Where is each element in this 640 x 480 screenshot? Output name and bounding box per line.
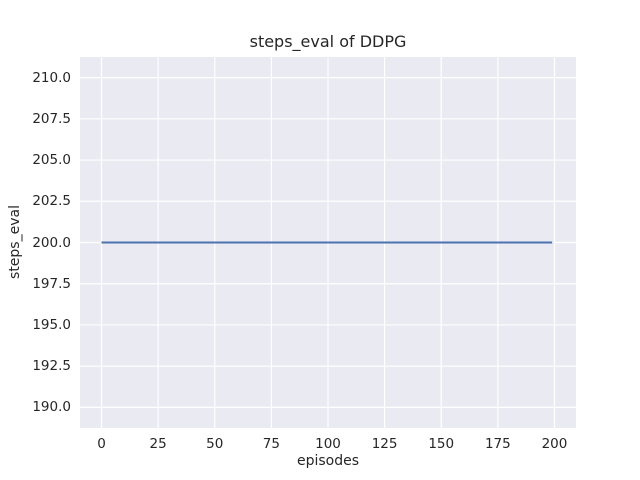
x-tick-label: 150	[428, 436, 455, 452]
x-tick-label: 75	[262, 436, 280, 452]
chart-title: steps_eval of DDPG	[249, 32, 407, 51]
y-tick-label: 210.0	[32, 69, 71, 86]
x-tick-label: 200	[541, 436, 568, 452]
x-axis-label: episodes	[296, 453, 360, 469]
y-tick-label: 200.0	[32, 234, 71, 251]
x-tick-label: 125	[371, 436, 398, 452]
x-tick-label: 50	[206, 436, 224, 452]
plot-canvas	[80, 57, 576, 428]
x-tick-label: 175	[484, 436, 511, 452]
y-tick-label: 197.5	[32, 275, 71, 292]
plot-area	[80, 57, 576, 428]
y-tick-label: 190.0	[32, 399, 71, 416]
y-tick-label: 192.5	[32, 358, 71, 375]
y-tick-label: 207.5	[32, 110, 71, 127]
y-tick-label: 195.0	[32, 316, 71, 333]
y-tick-label: 205.0	[32, 152, 71, 169]
x-tick-label: 0	[97, 436, 106, 452]
x-tick-label: 100	[315, 436, 341, 452]
x-tick-label: 25	[149, 436, 167, 452]
y-tick-label: 202.5	[32, 193, 71, 210]
